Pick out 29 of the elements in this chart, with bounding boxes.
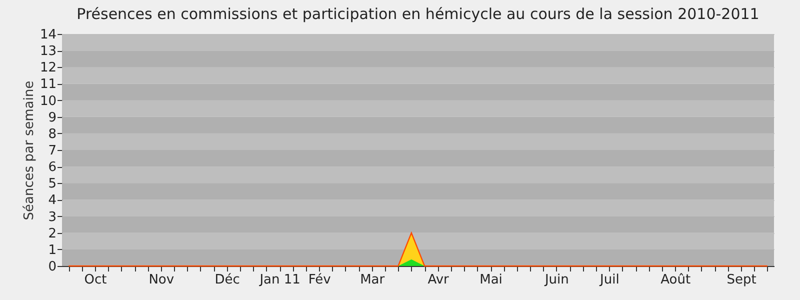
y-tick-label: 14 bbox=[40, 28, 56, 42]
x-tick-label: Août bbox=[660, 272, 691, 288]
x-tick-label: Mar bbox=[360, 272, 386, 288]
y-tick-label: 13 bbox=[40, 44, 56, 60]
y-tick-label: 4 bbox=[48, 193, 56, 208]
x-tick-label: Juil bbox=[599, 272, 620, 288]
x-tick-label: Juin bbox=[544, 272, 569, 288]
y-tick-label: 9 bbox=[48, 110, 56, 126]
y-tick-label: 7 bbox=[48, 144, 56, 158]
y-tick-label: 10 bbox=[40, 94, 56, 109]
x-tick-label: Avr bbox=[428, 272, 450, 288]
x-tick-label: Déc bbox=[214, 272, 240, 288]
y-axis-title: Séances par semaine bbox=[22, 80, 37, 220]
x-tick-label: Oct bbox=[84, 272, 107, 288]
y-tick-label: 5 bbox=[48, 176, 56, 192]
x-tick-label: Fév bbox=[308, 272, 332, 288]
y-tick-label: 12 bbox=[40, 60, 56, 76]
y-tick-label: 2 bbox=[48, 226, 56, 242]
y-tick-label: 11 bbox=[40, 77, 56, 92]
x-tick-label: Mai bbox=[480, 272, 502, 288]
y-tick-label: 6 bbox=[48, 160, 56, 176]
chart-title: Présences en commissions et participation en hémicycle au cours de la session 2010-2011 bbox=[76, 5, 760, 23]
x-tick-label: Sept bbox=[726, 272, 756, 288]
x-tick-label: Jan 11 bbox=[258, 272, 300, 288]
y-tick-label: 8 bbox=[48, 126, 56, 142]
y-tick-label: 3 bbox=[48, 210, 56, 225]
x-tick-label: Nov bbox=[148, 272, 174, 288]
y-tick-label: 1 bbox=[48, 242, 56, 258]
y-tick-label: 0 bbox=[48, 260, 56, 274]
